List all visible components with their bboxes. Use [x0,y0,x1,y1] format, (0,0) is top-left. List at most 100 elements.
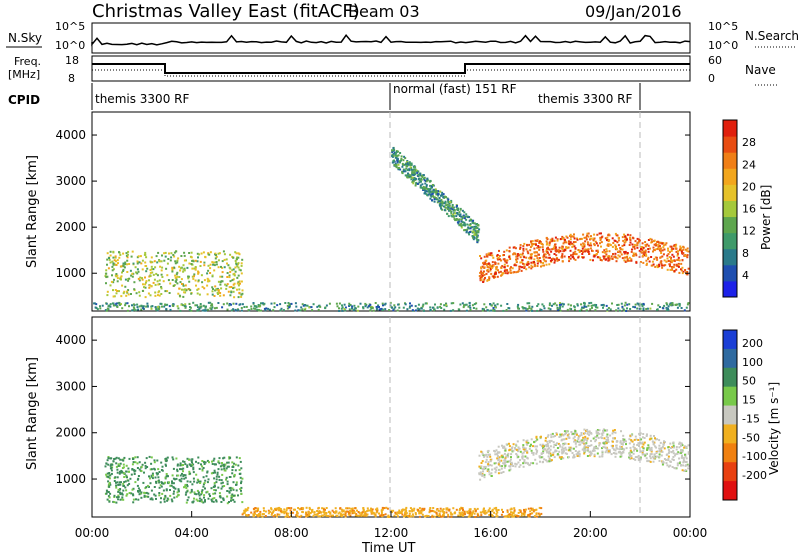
power-cell [166,262,169,265]
velocity-cell [184,483,187,486]
velocity-cell [640,450,643,453]
velocity-cell [404,508,407,511]
power-cell [217,293,219,295]
power-cell [133,307,136,310]
velocity-cell [235,481,238,484]
velocity-cell [512,512,515,514]
velocity-cell [500,459,503,462]
power-ylabel: Slant Range [km] [25,155,40,268]
velocity-cell [131,488,134,491]
power-cell [562,303,565,306]
power-cell [681,266,684,269]
power-cell [508,307,511,310]
power-cell [474,232,477,235]
power-cell [687,267,690,270]
power-cell [151,261,154,264]
power-cell [164,255,167,258]
velocity-cell [508,445,511,448]
velocity-cell [193,480,196,483]
velocity-cell [572,447,575,450]
velocity-cell [386,515,389,518]
velocity-cell [257,514,260,517]
velocity-cell [238,469,241,471]
velocity-cell [375,511,378,514]
velocity-cell [468,512,471,515]
power-cell [554,259,557,262]
velocity-cell [469,510,472,513]
velocity-cell [574,442,577,445]
velocity-cell [544,448,547,451]
power-cell [128,277,131,280]
power-cell [158,294,161,297]
power-cell [540,265,542,268]
power-cell [559,305,562,308]
velocity-cell [123,484,125,487]
power-cell [473,303,476,306]
velocity-cell [673,454,676,457]
power-cell [601,251,604,254]
velocity-cell [649,453,652,456]
power-cell [580,303,583,306]
power-cell [377,304,380,307]
velocity-cell [220,501,223,503]
velocity-cell [123,472,125,475]
velocity-cell [669,447,672,449]
velocity-cell [593,449,596,452]
power-cell [487,309,490,312]
power-cell [156,309,159,312]
power-cell [366,306,369,309]
power-cell [109,261,112,264]
velocity-cell [615,440,618,443]
velocity-cell [113,496,116,498]
velocity-cell [542,450,545,453]
power-cell [121,271,123,274]
velocity-cell [653,456,656,459]
power-cell [209,267,212,270]
velocity-cell [362,514,365,517]
power-cell [475,234,478,236]
power-cell [554,246,557,249]
velocity-cell [633,449,635,452]
velocity-cell [357,511,360,513]
power-cell [602,306,604,309]
power-cell [188,280,191,283]
power-cell [574,258,577,261]
velocity-cell [109,474,112,477]
velocity-cell [431,509,434,512]
velocity-cell [508,460,511,463]
power-cell [577,256,580,259]
velocity-cell [163,500,166,503]
power-cell [146,305,149,308]
velocity-cell [502,471,505,473]
velocity-cell [289,509,292,512]
velocity-cell [660,454,663,457]
power-cell [583,305,586,308]
power-cell [597,244,599,247]
power-cell [553,246,556,249]
power-cell [389,301,392,304]
velocity-cell [104,465,107,468]
velocity-cell [500,467,503,470]
power-cell [115,292,118,295]
power-cell [483,273,486,276]
velocity-cell [292,508,295,511]
power-cell [209,307,212,310]
power-cell [466,223,469,226]
power-cell [543,264,545,267]
velocity-cell [163,498,166,501]
cpid-segment-2: normal (fast) 151 RF [393,82,517,96]
velocity-cell [502,462,505,465]
power-cell [119,276,122,279]
power-cell [270,302,273,305]
power-cell [134,266,137,269]
velocity-cell [570,431,573,433]
velocity-cell [579,443,582,446]
velocity-cell [606,448,609,451]
power-cell [227,290,230,293]
power-cell [197,309,200,312]
power-cell [143,286,145,289]
power-cell [382,304,384,307]
velocity-cell [134,481,137,484]
velocity-cell [143,471,145,474]
power-cell [198,253,201,256]
